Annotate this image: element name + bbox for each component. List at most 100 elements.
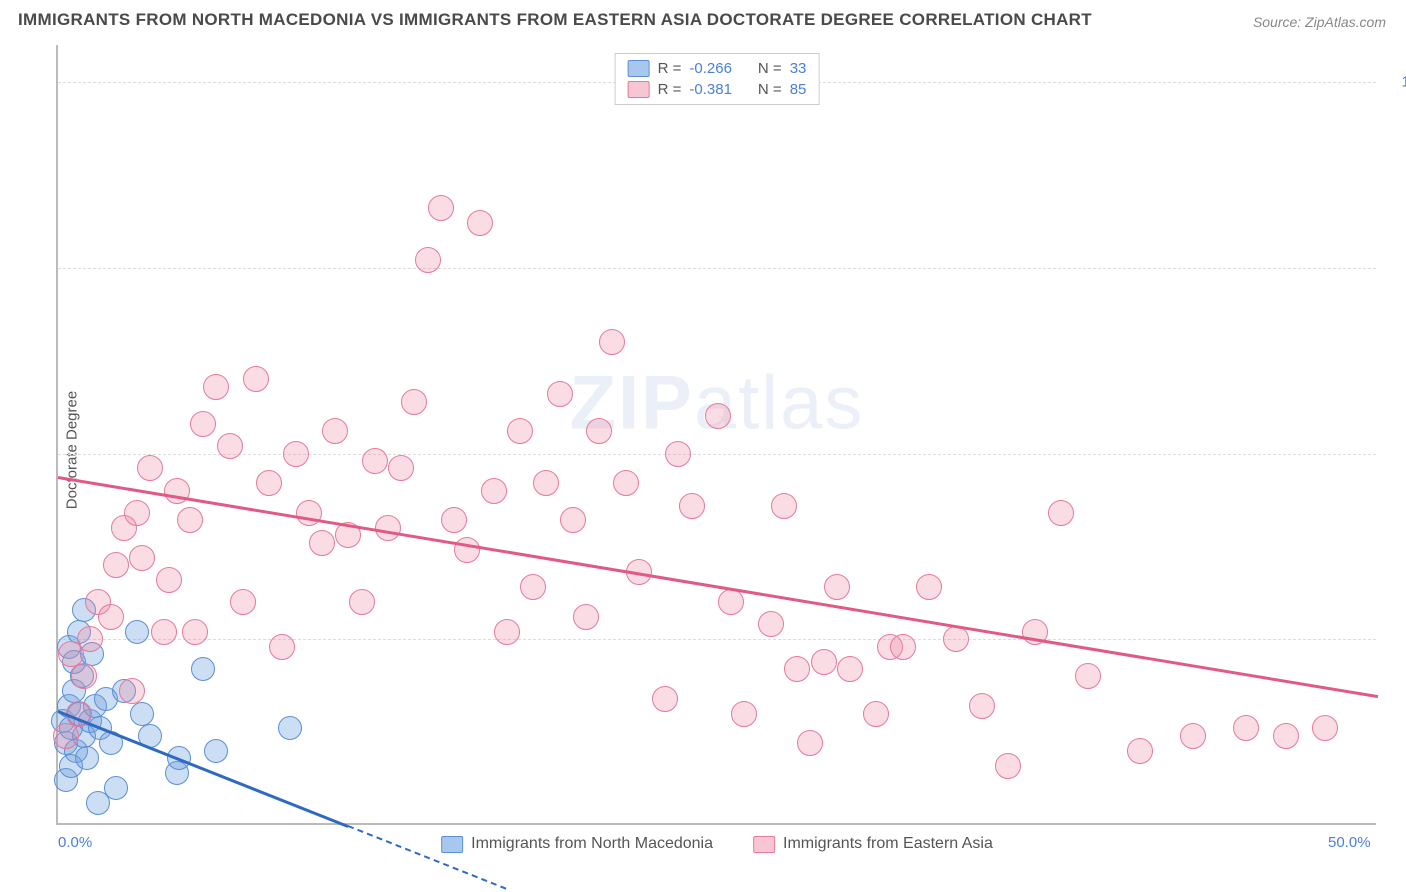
data-point [560, 507, 586, 533]
data-point [613, 470, 639, 496]
data-point [705, 403, 731, 429]
correlation-legend: R =-0.266N =33R =-0.381N =85 [615, 53, 820, 105]
data-point [494, 619, 520, 645]
chart-title: IMMIGRANTS FROM NORTH MACEDONIA VS IMMIG… [18, 10, 1092, 30]
data-point [863, 701, 889, 727]
gridline [58, 639, 1376, 640]
data-point [86, 791, 110, 815]
data-point [217, 433, 243, 459]
data-point [349, 589, 375, 615]
legend-swatch [628, 81, 650, 98]
data-point [151, 619, 177, 645]
gridline [58, 268, 1376, 269]
y-tick-label: 10.0% [1384, 74, 1406, 91]
data-point [322, 418, 348, 444]
data-point [1048, 500, 1074, 526]
data-point [811, 649, 837, 675]
data-point [599, 329, 625, 355]
data-point [916, 574, 942, 600]
data-point [182, 619, 208, 645]
data-point [652, 686, 678, 712]
data-point [467, 210, 493, 236]
data-point [125, 620, 149, 644]
data-point [283, 441, 309, 467]
data-point [428, 195, 454, 221]
data-point [441, 507, 467, 533]
data-point [1233, 715, 1259, 741]
data-point [797, 730, 823, 756]
series-legend-label: Immigrants from Eastern Asia [783, 835, 993, 853]
y-tick-label: 5.0% [1384, 445, 1406, 462]
data-point [71, 663, 97, 689]
data-point [1180, 723, 1206, 749]
data-point [665, 441, 691, 467]
x-tick-label: 0.0% [58, 834, 92, 851]
data-point [520, 574, 546, 600]
n-value: 33 [790, 60, 807, 77]
data-point [547, 381, 573, 407]
data-point [75, 746, 99, 770]
series-legend-item: Immigrants from North Macedonia [441, 835, 713, 853]
data-point [969, 693, 995, 719]
data-point [454, 537, 480, 563]
data-point [837, 656, 863, 682]
data-point [203, 374, 229, 400]
x-tick-label: 50.0% [1328, 834, 1371, 851]
data-point [784, 656, 810, 682]
data-point [481, 478, 507, 504]
r-label: R = [658, 60, 682, 77]
data-point [1075, 663, 1101, 689]
data-point [731, 701, 757, 727]
data-point [1312, 715, 1338, 741]
data-point [995, 753, 1021, 779]
data-point [375, 515, 401, 541]
correlation-legend-row: R = -0.266 N = 33 [628, 58, 807, 79]
legend-swatch [441, 836, 463, 853]
r-value: -0.266 [689, 60, 732, 77]
data-point [533, 470, 559, 496]
data-point [119, 678, 145, 704]
n-label: N = [758, 60, 782, 77]
data-point [1273, 723, 1299, 749]
chart-container: Doctorate Degree ZIPatlas R =-0.266N =33… [18, 45, 1388, 855]
data-point [190, 411, 216, 437]
series-legend: Immigrants from North Macedonia Immigrant… [441, 835, 993, 853]
data-point [573, 604, 599, 630]
data-point [943, 626, 969, 652]
data-point [129, 545, 155, 571]
data-point [130, 702, 154, 726]
legend-swatch [628, 60, 650, 77]
data-point [98, 604, 124, 630]
plot-area: ZIPatlas R =-0.266N =33R =-0.381N =85 Im… [56, 45, 1376, 825]
data-point [824, 574, 850, 600]
data-point [415, 247, 441, 273]
correlation-legend-row: R =-0.381N =85 [628, 79, 807, 100]
data-point [103, 552, 129, 578]
r-value: -0.381 [689, 81, 732, 98]
data-point [278, 716, 302, 740]
data-point [53, 723, 79, 749]
data-point [309, 530, 335, 556]
data-point [401, 389, 427, 415]
data-point [388, 455, 414, 481]
data-point [156, 567, 182, 593]
data-point [362, 448, 388, 474]
data-point [890, 634, 916, 660]
data-point [77, 626, 103, 652]
y-tick-label: 7.5% [1384, 259, 1406, 276]
data-point [256, 470, 282, 496]
data-point [191, 657, 215, 681]
data-point [679, 493, 705, 519]
y-tick-label: 2.5% [1384, 631, 1406, 648]
series-legend-item: Immigrants from Eastern Asia [753, 835, 993, 853]
data-point [124, 500, 150, 526]
data-point [137, 455, 163, 481]
n-value: 85 [790, 81, 807, 98]
r-label: R = [658, 81, 682, 98]
data-point [507, 418, 533, 444]
data-point [771, 493, 797, 519]
data-point [243, 366, 269, 392]
data-point [586, 418, 612, 444]
data-point [758, 611, 784, 637]
data-point [177, 507, 203, 533]
